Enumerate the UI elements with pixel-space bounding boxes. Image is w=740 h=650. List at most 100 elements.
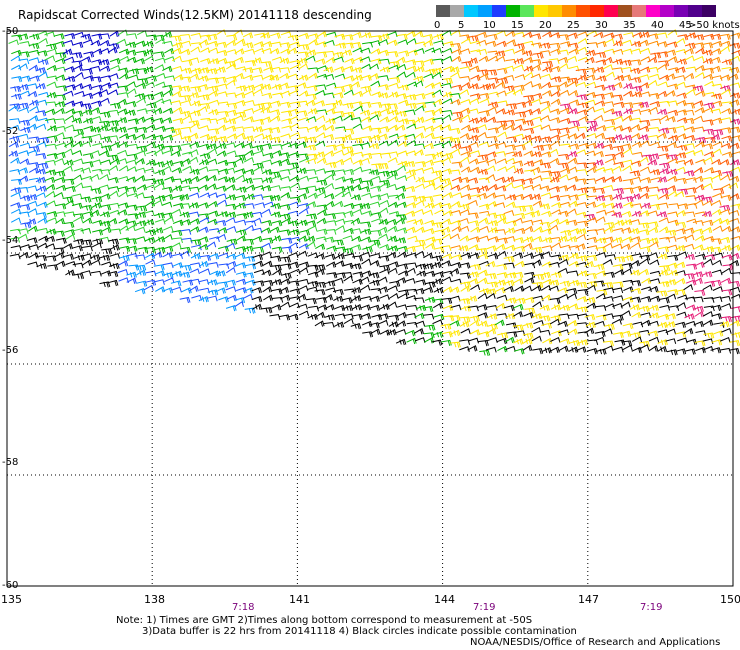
wind-barb [531,83,542,90]
wind-barb [206,174,217,182]
wind-barb [297,51,309,58]
wind-barb [107,126,119,133]
wind-barb [65,84,76,91]
wind-barb [359,251,371,258]
wind-barb [198,226,209,233]
wind-barb [602,64,613,70]
wind-barb [190,252,201,260]
wind-barb [260,227,271,234]
wind-barb [540,151,552,158]
wind-barb [9,124,20,131]
wind-barb [711,148,722,155]
wind-barb [181,151,193,158]
wind-barb [44,31,55,38]
wind-barb [117,108,128,115]
wind-barb [413,208,425,215]
wind-barb [496,250,507,257]
wind-barb [503,285,514,293]
wind-barb [431,67,443,74]
wind-barb [82,39,94,46]
wind-barb [55,94,67,101]
wind-barb [315,58,326,65]
wind-barb [595,125,607,132]
wind-barb [404,160,416,168]
wind-barb [405,245,416,253]
wind-barb [190,32,202,39]
wind-barb [522,99,533,107]
wind-barb [567,157,578,164]
wind-barb [306,213,318,220]
wind-barb [28,99,39,107]
wind-barb [244,48,255,55]
wind-barb [659,100,671,107]
wind-barb [557,210,569,217]
wind-barb [98,124,109,132]
wind-barb [83,125,94,132]
wind-barb [433,287,444,294]
legend-swatch [674,5,688,17]
wind-barb [648,241,659,248]
wind-barb [539,115,550,121]
wind-barb [405,173,416,180]
wind-barb [575,149,587,156]
wind-barb [343,219,355,226]
wind-barb [631,210,642,218]
wind-barb [117,116,128,124]
wind-barb [405,329,416,337]
wind-barb [640,312,652,318]
wind-barb [541,261,552,268]
wind-barb [422,39,433,46]
wind-barb [180,40,192,47]
wind-barb [613,125,624,132]
wind-barb [596,209,607,216]
wind-barb [351,235,362,243]
wind-barb [81,204,93,212]
wind-barb [587,245,599,251]
wind-barb [470,284,481,291]
wind-barb [551,242,562,249]
wind-barb [73,167,85,174]
wind-barb [720,40,731,47]
wind-barb [180,100,192,106]
wind-barb [656,290,668,297]
wind-barb [442,304,454,311]
wind-barb [80,227,92,234]
wind-barb [242,293,253,300]
wind-barb [720,295,731,302]
lon-label-147: 147 [578,593,599,606]
wind-barb [495,287,506,294]
wind-barb [226,238,238,245]
wind-barb [180,229,192,235]
wind-barb [360,312,371,320]
wind-barb [423,313,435,320]
wind-barb [73,132,85,139]
wind-barb [557,56,569,64]
wind-barb [270,194,281,202]
wind-barb [630,269,641,276]
wind-barb [622,279,634,286]
wind-barb [235,168,246,175]
wind-barb [648,186,660,193]
wind-barb [441,276,452,283]
wind-barb [440,245,452,251]
wind-barb [639,237,651,244]
wind-barb [613,39,623,47]
wind-barb [398,84,409,91]
wind-barb [658,269,669,276]
wind-barb [603,226,614,233]
wind-barb [693,34,705,41]
wind-barb [422,209,433,216]
wind-barb [233,115,244,121]
wind-barb [647,159,658,166]
wind-barb [281,246,293,253]
wind-barb [197,83,209,91]
wind-barb [153,148,164,155]
wind-barb [297,250,308,257]
wind-barb [271,278,282,286]
wind-barb [467,295,478,302]
wind-barb [226,150,237,157]
wind-barb [46,64,57,72]
wind-barb [379,58,390,65]
wind-barb [685,177,697,183]
wind-barb [450,209,462,216]
